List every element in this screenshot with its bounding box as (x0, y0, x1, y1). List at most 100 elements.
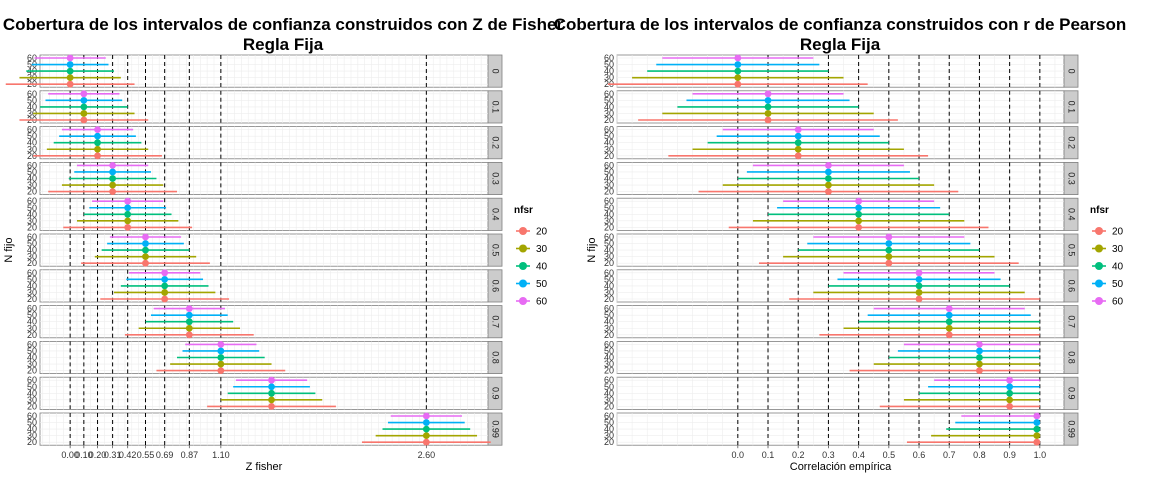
data-point (94, 145, 101, 153)
data-point (94, 126, 101, 133)
x-tick-label: 0.6 (913, 450, 926, 460)
data-point (66, 54, 74, 62)
y-tick-label: 20 (27, 330, 37, 340)
data-point (268, 376, 275, 384)
legend-label: 40 (1112, 262, 1124, 273)
data-point (976, 354, 983, 361)
x-tick-label: 1.0 (1034, 450, 1047, 460)
y-tick-label: 50 (604, 418, 614, 428)
data-point (825, 162, 832, 169)
x-axis-label: Correlación empírica (790, 461, 892, 473)
y-tick-label: 30 (27, 359, 37, 369)
data-point (885, 246, 893, 254)
data-point (915, 269, 923, 277)
facet-strip-label: 0.8 (1067, 351, 1077, 364)
y-tick-label: 40 (604, 102, 614, 112)
y-tick-label: 20 (27, 187, 37, 197)
legend-key-point (519, 297, 527, 305)
y-axis-label: N fijo (586, 238, 598, 263)
chart-subtitle: Regla Fija (243, 35, 324, 54)
facet-strip-label: 0 (1067, 69, 1077, 74)
x-tick-label: 0.69 (156, 450, 174, 460)
y-tick-label: 40 (604, 353, 614, 363)
x-tick-label: 0.2 (792, 450, 805, 460)
y-tick-label: 40 (604, 209, 614, 219)
y-tick-label: 30 (27, 216, 37, 226)
data-point (915, 289, 923, 296)
data-point (1033, 419, 1041, 426)
y-tick-label: 50 (27, 418, 37, 428)
data-point (124, 224, 132, 231)
data-point (1006, 376, 1014, 384)
data-point (124, 204, 132, 212)
y-tick-label: 50 (604, 95, 614, 105)
facet-strip-label: 0.6 (491, 280, 501, 293)
data-point (885, 259, 893, 267)
legend-label: 20 (536, 227, 548, 238)
data-point (124, 197, 132, 205)
y-tick-label: 20 (604, 294, 614, 304)
y-tick-label: 60 (604, 411, 614, 421)
data-point (80, 116, 88, 124)
facet-strip-label: 0.8 (491, 351, 501, 364)
x-tick-label: 0.8 (973, 450, 986, 460)
y-tick-label: 20 (604, 187, 614, 197)
y-tick-label: 60 (604, 196, 614, 206)
y-tick-label: 50 (27, 131, 37, 141)
x-tick-label: 0.3 (822, 450, 835, 460)
y-tick-label: 50 (604, 167, 614, 177)
data-point (764, 90, 772, 98)
data-point (734, 61, 742, 68)
facet-strip-label: 0.9 (1067, 387, 1077, 400)
legend-label: 20 (1112, 227, 1124, 238)
data-point (142, 233, 149, 241)
y-tick-label: 50 (604, 239, 614, 249)
legend-label: 40 (536, 262, 548, 273)
facet-strip-label: 0.7 (1067, 315, 1077, 328)
y-tick-label: 20 (27, 151, 37, 161)
data-point (217, 341, 225, 348)
data-point (422, 432, 430, 440)
y-tick-label: 40 (27, 102, 37, 112)
data-point (855, 204, 863, 212)
data-point (915, 275, 923, 283)
data-point (185, 331, 193, 339)
data-point (825, 175, 832, 182)
y-tick-label: 20 (604, 258, 614, 268)
data-point (945, 318, 953, 326)
data-point (794, 126, 802, 133)
data-point (66, 67, 74, 75)
chart-subtitle: Regla Fija (800, 35, 881, 54)
y-tick-label: 30 (604, 359, 614, 369)
data-point (915, 295, 923, 303)
y-tick-label: 40 (604, 424, 614, 434)
x-tick-label: 1.10 (212, 450, 230, 460)
data-point (142, 240, 149, 247)
legend-key-point (1095, 227, 1103, 235)
data-point (268, 403, 275, 410)
facet-strip-label: 0.9 (491, 387, 501, 400)
data-point (885, 253, 893, 261)
y-tick-label: 50 (27, 239, 37, 249)
data-point (1006, 403, 1014, 410)
y-tick-label: 50 (27, 346, 37, 356)
data-point (734, 80, 742, 88)
y-tick-label: 50 (604, 203, 614, 213)
y-tick-label: 40 (604, 281, 614, 291)
y-tick-label: 60 (27, 339, 37, 349)
y-tick-label: 60 (27, 53, 37, 63)
data-point (945, 324, 953, 332)
y-tick-label: 50 (27, 203, 37, 213)
y-tick-label: 30 (27, 180, 37, 190)
y-tick-label: 20 (604, 330, 614, 340)
data-point (422, 412, 430, 420)
data-point (764, 110, 772, 117)
x-tick-label: 0.5 (883, 450, 896, 460)
y-tick-label: 20 (604, 437, 614, 447)
facet-strip-label: 0.4 (1067, 208, 1077, 221)
